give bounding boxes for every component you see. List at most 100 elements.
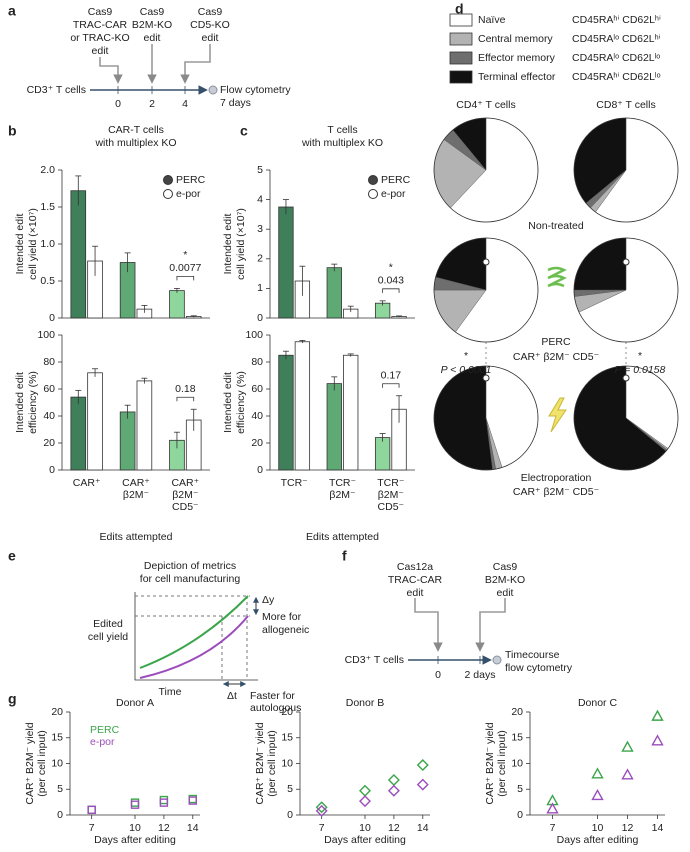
edit-label: edit bbox=[497, 587, 514, 599]
helix-icon bbox=[547, 266, 567, 288]
annotation: * bbox=[183, 249, 187, 261]
y-axis-title: Intended edit bbox=[14, 372, 26, 433]
legend-marker-label: CD45RAˡᵒ CD62Lˡᵒ bbox=[572, 52, 660, 64]
y-tick-label: 4 bbox=[257, 193, 263, 205]
x-tick-label: CD5⁻ bbox=[378, 501, 405, 513]
edit-label: Cas9 bbox=[198, 6, 223, 18]
panel-f-arrows bbox=[408, 598, 506, 665]
panel-letter: c bbox=[240, 123, 248, 139]
y-tick-label: 0 bbox=[257, 312, 263, 324]
pie-outline bbox=[433, 365, 539, 471]
annotation: * bbox=[638, 350, 642, 362]
point bbox=[387, 773, 400, 786]
panel-letter: f bbox=[342, 548, 347, 564]
y-axis-title: (per cell input) bbox=[36, 730, 48, 797]
annotation: P = 0.0158 bbox=[615, 364, 666, 376]
point bbox=[387, 784, 400, 797]
y-tick-label: 20 bbox=[51, 706, 63, 718]
edit-label: edit bbox=[92, 45, 109, 57]
legend-marker bbox=[163, 175, 173, 185]
edit-label: TRAC-CAR bbox=[388, 574, 443, 586]
day-label: 2 bbox=[149, 98, 155, 110]
y-tick-label: 5 bbox=[257, 164, 263, 176]
x-tick-label: CD5⁻ bbox=[172, 501, 199, 513]
axes bbox=[134, 592, 258, 681]
x-tick-label: β2M⁻ bbox=[172, 489, 199, 501]
row-label: CAR⁺ β2M⁻ CD5⁻ bbox=[513, 351, 600, 363]
bar bbox=[70, 396, 87, 471]
endpoint bbox=[208, 85, 218, 95]
y-axis-title: (per cell input) bbox=[266, 730, 278, 797]
point bbox=[188, 796, 197, 805]
legend-swatch bbox=[449, 70, 473, 84]
annotation: * bbox=[389, 262, 393, 274]
column-title: CD4⁺ T cells bbox=[456, 99, 515, 111]
y-tick-label: 80 bbox=[43, 356, 55, 368]
x-tick-label: TCR⁻ bbox=[377, 477, 405, 489]
annotation: 0.18 bbox=[175, 383, 196, 395]
pie-outline bbox=[573, 117, 679, 223]
curve bbox=[139, 595, 249, 669]
y-tick-label: 0 bbox=[57, 809, 63, 821]
x-tick-label: 14 bbox=[417, 822, 429, 834]
note: autologous bbox=[250, 702, 301, 714]
annotation: 0.17 bbox=[381, 370, 402, 382]
bar bbox=[343, 354, 359, 471]
y-tick-label: 1.5 bbox=[40, 201, 55, 213]
point bbox=[546, 802, 559, 814]
legend-label: PERC bbox=[381, 174, 411, 186]
x-tick-label: 10 bbox=[129, 822, 141, 834]
x-tick-label: β2M⁻ bbox=[329, 489, 356, 501]
point bbox=[591, 788, 604, 801]
x-axis-title: Days after editing bbox=[324, 834, 406, 846]
legend-swatch bbox=[449, 51, 473, 65]
annotation: 0.043 bbox=[378, 275, 404, 287]
row-label: CAR⁺ β2M⁻ CD5⁻ bbox=[513, 486, 600, 498]
edit-label: edit bbox=[144, 32, 161, 44]
chart-title: Donor B bbox=[346, 697, 385, 709]
point bbox=[651, 709, 664, 721]
y-tick-label: 20 bbox=[281, 706, 293, 718]
y-tick-label: 15 bbox=[511, 732, 523, 744]
panel-letter: d bbox=[455, 1, 464, 17]
panel-a-ticks bbox=[117, 86, 186, 94]
annotation: P < 0.0001 bbox=[441, 364, 492, 376]
y-tick-label: 10 bbox=[51, 757, 63, 769]
x-tick-label: 10 bbox=[592, 822, 604, 834]
axis-title: Edited bbox=[93, 618, 123, 630]
pie-slice bbox=[433, 365, 493, 471]
bar bbox=[70, 190, 87, 319]
legend-label: Terminal effector bbox=[478, 71, 556, 83]
y-axis-title: cell yield (×10⁷) bbox=[235, 208, 247, 280]
y-tick-label: 10 bbox=[511, 757, 523, 769]
edit-label: edit bbox=[407, 587, 424, 599]
y-tick-label: 80 bbox=[251, 356, 263, 368]
chart-title: Donor A bbox=[116, 697, 154, 709]
legend-label: Naïve bbox=[478, 14, 506, 26]
edit-label: Cas9 bbox=[140, 6, 165, 18]
guide bbox=[135, 595, 250, 617]
x-tick-label: CAR⁺ bbox=[73, 477, 101, 489]
legend-marker bbox=[368, 189, 378, 199]
x-tick-label: CAR⁺ bbox=[122, 477, 150, 489]
x-tick-label: β2M⁻ bbox=[378, 489, 405, 501]
y-tick-label: 60 bbox=[251, 383, 263, 395]
chart-title: with multiplex KO bbox=[301, 137, 383, 149]
duration-label: 7 days bbox=[220, 97, 251, 109]
y-tick-label: 2 bbox=[257, 253, 263, 265]
legend-label: Central memory bbox=[478, 33, 553, 45]
edit-label: or TRAC-KO bbox=[70, 32, 129, 44]
bar bbox=[169, 290, 185, 319]
x-axis-title: Days after editing bbox=[94, 834, 176, 846]
y-tick-label: 20 bbox=[43, 437, 55, 449]
row-label: Electroporation bbox=[521, 472, 592, 484]
legend-marker-label: CD45RAʰⁱ CD62Lˡᵒ bbox=[572, 71, 661, 83]
day-label: 0 bbox=[115, 98, 121, 110]
bar bbox=[374, 437, 391, 471]
panel-letter: g bbox=[8, 691, 17, 707]
pie-links bbox=[485, 262, 627, 378]
column-title: CD8⁺ T cells bbox=[596, 99, 655, 111]
point bbox=[591, 767, 604, 779]
x-axis-title: Edits attempted bbox=[100, 531, 173, 543]
chart-title: Donor C bbox=[578, 697, 618, 709]
